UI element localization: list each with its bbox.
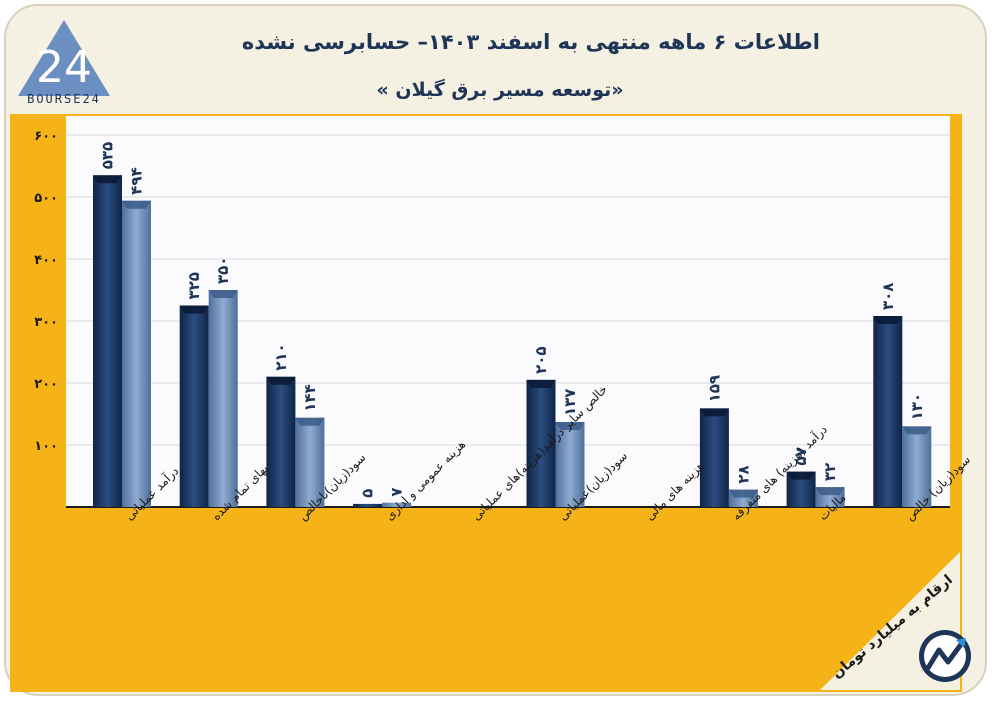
bar bbox=[873, 316, 903, 507]
data-label: ۳۲ bbox=[821, 463, 839, 481]
data-label: ۵ bbox=[359, 489, 377, 498]
data-label: ۳۲۵ bbox=[185, 272, 203, 299]
bar bbox=[295, 417, 325, 507]
bar-cap bbox=[526, 379, 556, 388]
page-subtitle: «توسعه مسیر برق گیلان » bbox=[376, 79, 624, 101]
data-label: ۱۳۰ bbox=[908, 393, 926, 420]
bar bbox=[93, 175, 122, 508]
bar bbox=[208, 290, 238, 507]
data-label: ۲۸ bbox=[734, 465, 752, 483]
bar-cap bbox=[873, 316, 903, 325]
bar-cap bbox=[208, 290, 238, 298]
bar-cap bbox=[728, 489, 758, 498]
page-title: اطلاعات ۶ ماهه منتهی به اسفند ۱۴۰۳– حساب… bbox=[241, 30, 820, 54]
bar-cap bbox=[786, 471, 816, 480]
bar-cap bbox=[699, 408, 729, 417]
data-label: ۳۰۸ bbox=[879, 283, 897, 310]
data-label: ۲۰۵ bbox=[532, 346, 550, 373]
y-tick-label: ۱۰۰ bbox=[34, 439, 58, 454]
data-label: ۲۱۰ bbox=[272, 343, 290, 370]
logo-mark: 24 bbox=[36, 42, 92, 93]
bar-cap bbox=[295, 417, 325, 426]
data-label: ۱۵۹ bbox=[705, 375, 723, 402]
bar bbox=[555, 422, 585, 507]
y-tick-label: ۳۰۰ bbox=[34, 315, 58, 330]
y-tick-label: ۶۰۰ bbox=[34, 129, 58, 144]
bar-cap bbox=[93, 175, 122, 184]
bar bbox=[526, 379, 556, 507]
data-label: ۷ bbox=[388, 488, 406, 497]
data-label: ۳۵۰ bbox=[214, 257, 232, 284]
y-tick-label: ۴۰۰ bbox=[34, 253, 58, 268]
bar-cap bbox=[122, 200, 151, 209]
logo-text: BOURSE24 bbox=[27, 92, 101, 106]
bar-cap bbox=[815, 487, 845, 496]
bar-cap bbox=[266, 376, 296, 385]
data-label: ۵۷ bbox=[792, 447, 810, 465]
bar bbox=[353, 503, 383, 507]
trend-badge-icon bbox=[919, 630, 971, 682]
bar bbox=[382, 502, 412, 507]
bar-cap bbox=[179, 305, 209, 314]
bourse24-logo-icon: 24 bbox=[18, 20, 110, 96]
data-label: ۵۳۵ bbox=[99, 142, 117, 169]
data-label: ۱۴۴ bbox=[301, 384, 319, 411]
y-tick-label: ۵۰۰ bbox=[34, 191, 58, 206]
bar bbox=[266, 376, 296, 507]
data-label: ۴۹۴ bbox=[128, 167, 146, 194]
data-label: ۱۳۷ bbox=[561, 389, 579, 416]
bar bbox=[902, 426, 932, 507]
bar bbox=[179, 305, 209, 507]
bar bbox=[122, 200, 151, 507]
y-tick-label: ۲۰۰ bbox=[34, 377, 58, 392]
bar bbox=[699, 408, 729, 507]
bar-cap bbox=[902, 426, 932, 435]
bar-cap bbox=[555, 422, 585, 431]
